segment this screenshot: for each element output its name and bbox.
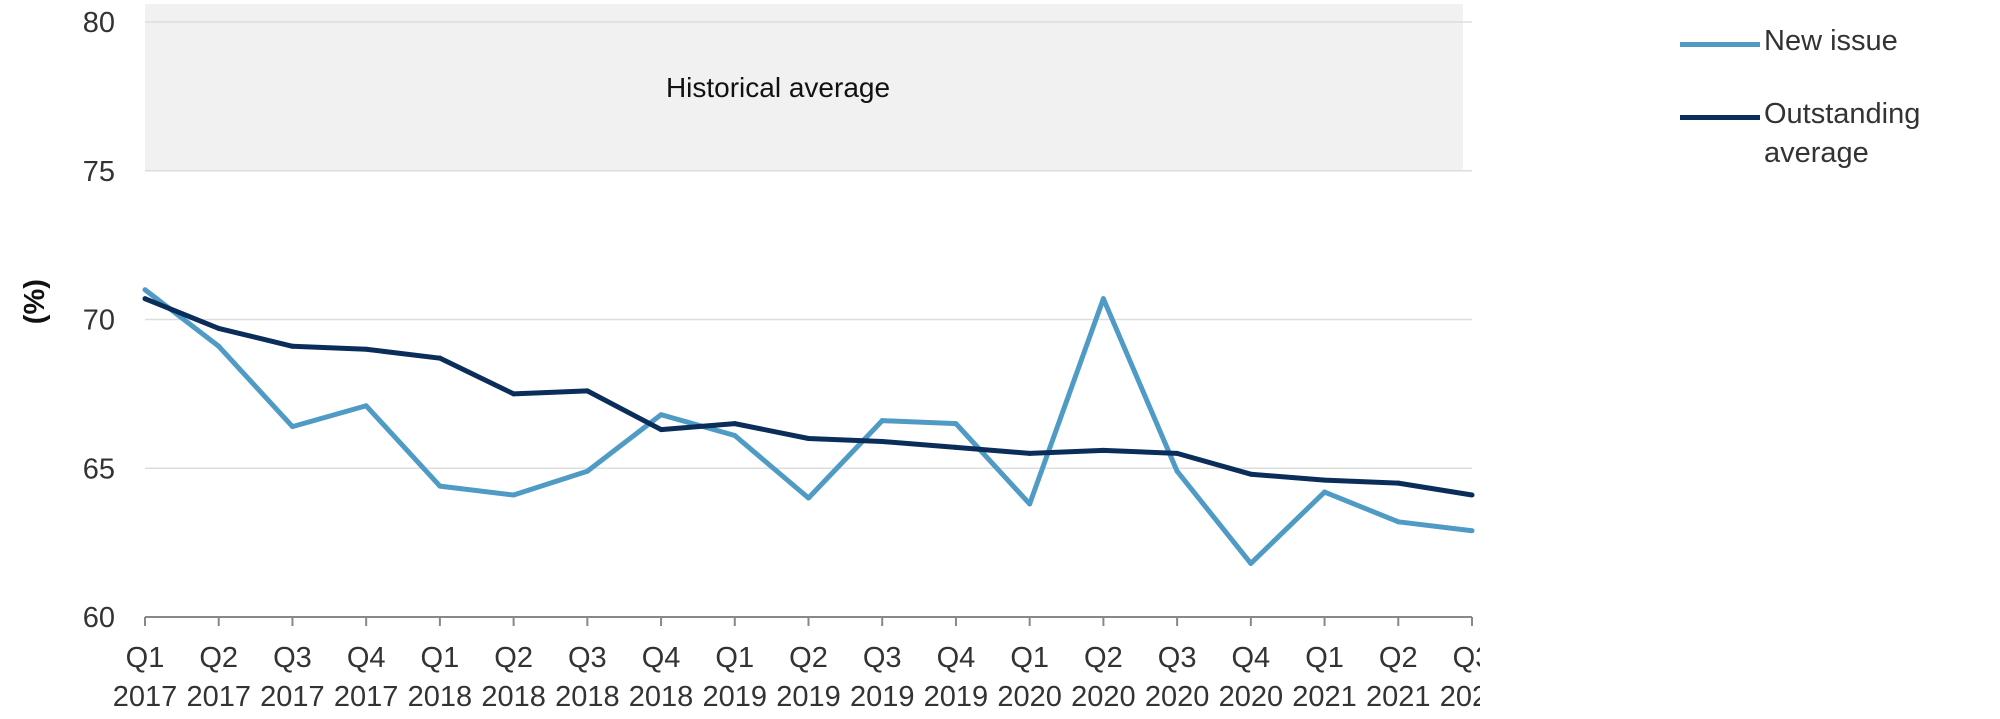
y-tick-label: 80 — [83, 7, 115, 39]
x-tick-label-quarter: Q1 — [1010, 642, 1049, 674]
legend-swatch-outstanding-average — [1680, 115, 1760, 120]
y-tick-label: 60 — [83, 602, 115, 634]
x-tick-label-quarter: Q2 — [1379, 642, 1418, 674]
x-tick-label-year: 2017 — [260, 681, 325, 713]
x-tick-label-year: 2019 — [850, 681, 915, 713]
data-point-new-issue — [806, 495, 811, 501]
data-point-new-issue — [1322, 489, 1328, 495]
x-tick-label-year: 2021 — [1440, 681, 1480, 713]
y-axis-ticks: 60 65 70 75 80 — [83, 7, 115, 634]
data-point-new-issue — [1395, 519, 1401, 525]
x-tick-label-quarter: Q1 — [421, 642, 460, 674]
y-tick-label: 70 — [83, 305, 115, 337]
data-point-outstanding-average — [511, 391, 517, 397]
x-tick-label-quarter: Q3 — [273, 642, 312, 674]
x-tick-label-quarter: Q1 — [126, 642, 165, 674]
data-point-new-issue — [953, 421, 959, 427]
data-point-outstanding-average — [1322, 477, 1328, 483]
historical-average-band — [145, 4, 1463, 171]
data-point-new-issue — [1027, 501, 1033, 507]
x-tick-label-quarter: Q2 — [1084, 642, 1123, 674]
legend-item-new-issue: New issue — [1680, 22, 1980, 61]
data-point-outstanding-average — [142, 296, 148, 302]
x-tick-label-year: 2018 — [555, 681, 620, 713]
x-tick-label-year: 2018 — [408, 681, 473, 713]
data-point-outstanding-average — [289, 343, 295, 349]
data-point-outstanding-average — [1469, 492, 1475, 498]
data-point-new-issue — [1100, 296, 1106, 302]
data-point-outstanding-average — [363, 346, 369, 352]
x-tick-label-quarter: Q2 — [494, 642, 533, 674]
data-point-outstanding-average — [806, 436, 811, 441]
x-tick-label-quarter: Q2 — [789, 642, 828, 674]
x-tick-label-quarter: Q4 — [347, 642, 386, 674]
data-point-outstanding-average — [1100, 447, 1106, 453]
x-tick-label-year: 2020 — [1071, 681, 1136, 713]
x-tick-label-year: 2018 — [629, 681, 694, 713]
series-lines — [142, 287, 1475, 566]
series-line-outstanding-average — [144, 296, 1473, 498]
x-tick-label-year: 2019 — [924, 681, 989, 713]
x-tick-label-year: 2020 — [1219, 681, 1284, 713]
data-point-new-issue — [216, 343, 222, 349]
line-chart: Historical average 60 65 70 75 80 Q1 2017 Q2 20… — [19, 4, 1480, 713]
x-axis: Q1 2017 Q2 2017 Q3 2017 Q4 2017 Q1 2018 Q2 2018 Q3 20… — [113, 616, 1480, 713]
data-point-new-issue — [732, 433, 738, 439]
x-tick-label-year: 2017 — [186, 681, 251, 713]
historical-average-label: Historical average — [666, 72, 890, 103]
data-point-outstanding-average — [437, 355, 443, 361]
data-point-new-issue — [289, 424, 295, 430]
legend-label-new-issue: New issue — [1764, 25, 1898, 57]
x-tick-label-quarter: Q3 — [1453, 642, 1480, 674]
data-point-new-issue — [142, 287, 148, 293]
y-tick-label: 65 — [83, 453, 115, 485]
legend: New issue Outstanding average — [1680, 22, 1980, 207]
x-tick-label-year: 2019 — [703, 681, 768, 713]
data-point-new-issue — [1174, 468, 1180, 474]
data-point-outstanding-average — [584, 388, 590, 394]
x-tick-label-year: 2020 — [1145, 681, 1210, 713]
data-point-new-issue — [437, 483, 443, 489]
data-point-outstanding-average — [1174, 450, 1180, 456]
data-point-outstanding-average — [1395, 480, 1401, 486]
data-point-outstanding-average — [1027, 450, 1033, 456]
x-tick-label-quarter: Q4 — [642, 642, 681, 674]
data-point-new-issue — [511, 492, 517, 498]
x-tick-label-quarter: Q3 — [1158, 642, 1197, 674]
legend-item-outstanding-average: Outstanding average — [1680, 95, 1980, 173]
x-tick-label-year: 2018 — [481, 681, 546, 713]
x-tick-label-quarter: Q2 — [199, 642, 238, 674]
data-point-outstanding-average — [1248, 471, 1254, 477]
data-point-new-issue — [1469, 528, 1475, 534]
data-point-outstanding-average — [216, 325, 222, 331]
y-tick-label: 75 — [83, 156, 115, 188]
x-tick-label-quarter: Q3 — [568, 642, 607, 674]
x-tick-label-year: 2017 — [113, 681, 178, 713]
series-line-new-issue — [143, 287, 1473, 566]
x-tick-label-quarter: Q3 — [863, 642, 902, 674]
data-point-new-issue — [584, 468, 590, 474]
x-tick-label-quarter: Q4 — [937, 642, 976, 674]
y-axis-label: (%) — [19, 279, 51, 324]
data-point-new-issue — [363, 403, 369, 409]
x-tick-label-quarter: Q4 — [1231, 642, 1270, 674]
data-point-new-issue — [879, 418, 885, 424]
x-tick-label-year: 2021 — [1292, 681, 1357, 713]
x-tick-label-year: 2020 — [997, 681, 1062, 713]
data-point-outstanding-average — [953, 444, 959, 450]
legend-label-outstanding-average: Outstanding average — [1764, 98, 1921, 169]
data-point-new-issue — [1248, 560, 1254, 566]
x-tick-label-quarter: Q1 — [715, 642, 754, 674]
legend-swatch-new-issue — [1680, 42, 1760, 47]
data-point-new-issue — [658, 412, 664, 418]
x-tick-label-year: 2021 — [1366, 681, 1431, 713]
data-point-outstanding-average — [658, 427, 664, 433]
data-point-outstanding-average — [879, 438, 885, 444]
x-tick-label-quarter: Q1 — [1305, 642, 1344, 674]
data-point-outstanding-average — [732, 421, 738, 427]
x-tick-label-year: 2017 — [334, 681, 399, 713]
x-tick-label-year: 2019 — [776, 681, 841, 713]
gridlines — [145, 21, 1472, 469]
